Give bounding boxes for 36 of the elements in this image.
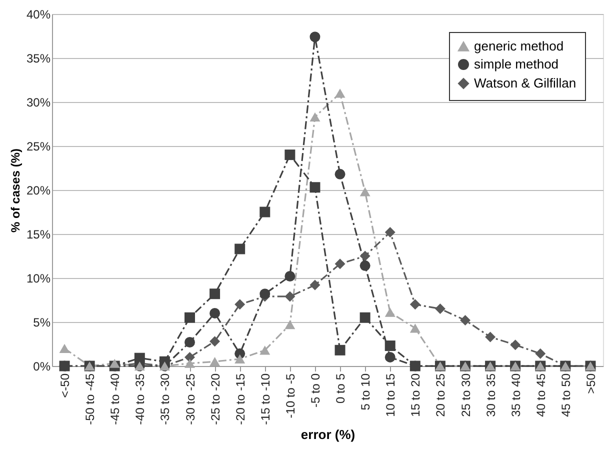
x-tick-label: 5 to 10 — [358, 373, 373, 410]
x-tick-label: 35 to 40 — [508, 373, 523, 417]
y-tick-label: 5% — [33, 316, 51, 330]
x-tick-label: -10 to -5 — [283, 373, 298, 418]
y-axis-title: % of cases (%) — [8, 148, 22, 233]
x-tick-label: 30 to 35 — [484, 373, 498, 417]
y-tick-label: 10% — [26, 272, 51, 286]
y-tick-label: 25% — [26, 140, 51, 154]
legend-label: simple method — [474, 56, 559, 72]
x-tick-label: -25 to -20 — [208, 373, 222, 425]
y-tick-label: 40% — [26, 8, 51, 22]
legend-label: generic method — [474, 38, 564, 54]
y-tick-label: 35% — [26, 52, 51, 66]
x-tick-label: 40 to 45 — [534, 373, 548, 417]
x-axis-title: error (%) — [300, 426, 356, 442]
x-tick-label: -50 to -45 — [83, 373, 98, 425]
x-tick-label: -40 to -35 — [133, 373, 148, 425]
x-tick-label: 20 to 25 — [434, 373, 448, 417]
x-tick-label: -15 to -10 — [258, 373, 272, 425]
y-tick-label: 15% — [26, 228, 51, 242]
y-tick-label: 0% — [33, 360, 51, 374]
x-tick-label: -30 to -25 — [183, 373, 198, 425]
y-tick-label: 30% — [26, 96, 51, 110]
x-tick-label: 45 to 50 — [558, 373, 573, 417]
x-tick-label: <-50 — [58, 373, 72, 398]
x-tick-label: -20 to -15 — [233, 373, 248, 425]
x-tick-label: 0 to 5 — [334, 373, 348, 404]
x-tick-label: 15 to 20 — [408, 373, 423, 417]
x-tick-label: -45 to -40 — [108, 373, 122, 425]
legend-label: Watson & Gilfillan — [474, 76, 576, 90]
x-tick-label: -35 to -30 — [158, 373, 172, 425]
x-tick-label: -5 to 0 — [308, 373, 322, 408]
x-tick-label: >50 — [584, 373, 598, 394]
x-tick-label: 25 to 30 — [458, 373, 473, 417]
y-tick-label: 20% — [26, 184, 51, 198]
x-tick-label: 10 to 15 — [384, 373, 398, 417]
